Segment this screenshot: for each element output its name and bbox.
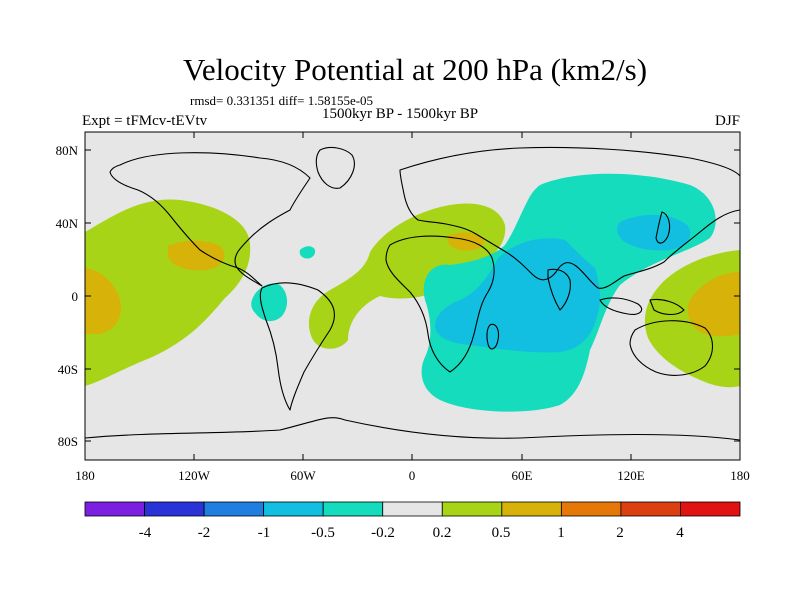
colorbar-label: -4	[139, 525, 152, 541]
x-tick-label: 120W	[178, 468, 211, 483]
y-tick-label: 40N	[56, 216, 79, 231]
region-pos-mid-mexico	[168, 240, 225, 271]
tick-marks	[84, 132, 741, 460]
colorbar-box	[501, 501, 562, 517]
coast-japan	[655, 211, 671, 244]
region-pos-mid-west-pacific	[687, 272, 740, 337]
colorbar-box	[144, 501, 205, 517]
plot-title: Velocity Potential at 200 hPa (km2/s)	[182, 52, 648, 87]
colorbar-label: -0.5	[311, 525, 335, 541]
colorbar-labels: -4 -2 -1 -0.5 -0.2 0.2 0.5 1 2 4	[139, 525, 685, 541]
coast-india	[547, 268, 571, 311]
y-tick-label: 80S	[58, 434, 78, 449]
colorbar-label: 4	[676, 525, 684, 541]
coast-australia	[629, 320, 714, 376]
colorbar-label: -2	[198, 525, 211, 541]
colorbar-box	[441, 501, 503, 517]
y-tick-label: 0	[72, 289, 79, 304]
coast-south-america	[259, 282, 335, 411]
region-neg-caribbean	[299, 246, 316, 259]
coast-africa	[385, 235, 495, 373]
colorbar-label: 2	[616, 525, 624, 541]
colorbar	[84, 501, 741, 517]
colorbar-box	[620, 501, 681, 517]
x-tick-label: 180	[730, 468, 750, 483]
stats-label: rmsd= 0.331351 diff= 1.58155e-05	[190, 93, 374, 108]
season-label: DJF	[714, 113, 740, 129]
colorbar-box	[263, 501, 324, 517]
colorbar-label: 0.2	[433, 525, 452, 541]
x-tick-labels: 180 120W 60W 0 60E 120E 180	[75, 468, 750, 483]
coast-greenland	[315, 146, 355, 189]
coast-madagascar	[486, 323, 500, 350]
x-tick-label: 120E	[617, 468, 645, 483]
colorbar-label: -0.2	[371, 525, 395, 541]
colorbar-box	[560, 501, 622, 517]
period-label: 1500kyr BP - 1500kyr BP	[322, 106, 479, 122]
x-tick-label: 180	[75, 468, 95, 483]
colorbar-box	[322, 501, 384, 517]
coast-eurasia	[399, 146, 740, 289]
x-tick-label: 0	[409, 468, 416, 483]
x-tick-label: 60W	[290, 468, 316, 483]
x-tick-label: 60E	[512, 468, 533, 483]
colorbar-label: 0.5	[492, 525, 511, 541]
y-tick-label: 40S	[58, 362, 78, 377]
region-pos-mid-mediterranean	[447, 232, 485, 251]
region-neg-mid-japan	[617, 214, 691, 251]
colorbar-box	[203, 501, 265, 517]
colorbar-box	[680, 501, 741, 517]
colorbar-box	[382, 501, 443, 517]
coast-antarctica	[85, 417, 740, 441]
coast-indonesia	[599, 297, 643, 315]
colorbar-box	[84, 501, 145, 517]
y-tick-label: 80N	[56, 143, 79, 158]
colorbar-label: -1	[258, 525, 271, 541]
colorbar-label: 1	[557, 525, 565, 541]
coast-north-america	[109, 152, 311, 287]
y-tick-labels: 80N 40N 0 40S 80S	[56, 143, 79, 449]
experiment-label: Expt = tFMcv-tEVtv	[82, 113, 208, 129]
coast-new-guinea	[649, 298, 685, 316]
coastlines	[85, 146, 740, 441]
region-pos-mid-east-pacific	[85, 268, 121, 334]
